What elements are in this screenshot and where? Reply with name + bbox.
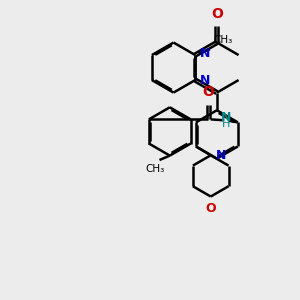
Text: O: O xyxy=(202,85,214,99)
Text: CH₃: CH₃ xyxy=(146,164,165,174)
Text: N: N xyxy=(200,74,210,87)
Text: CH₃: CH₃ xyxy=(213,35,232,45)
Text: H: H xyxy=(222,119,230,129)
Text: O: O xyxy=(211,7,223,21)
Text: O: O xyxy=(206,202,216,215)
Text: N: N xyxy=(221,111,231,124)
Text: N: N xyxy=(216,149,226,162)
Text: N: N xyxy=(200,47,210,60)
